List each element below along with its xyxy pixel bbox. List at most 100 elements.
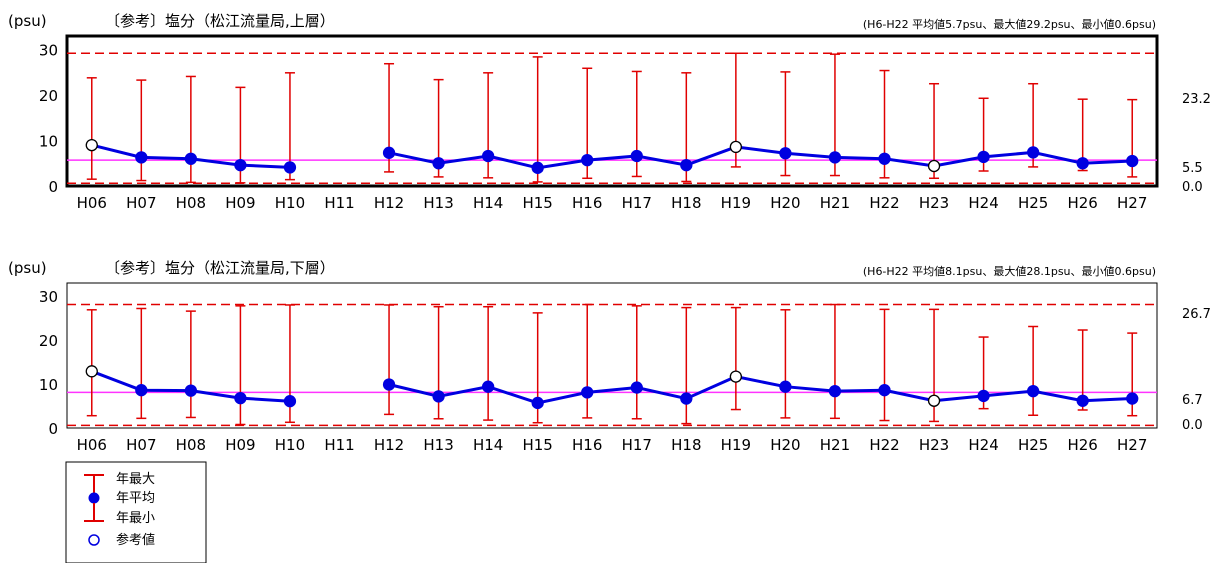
legend-mean-symbol bbox=[88, 492, 100, 504]
plot-frame bbox=[66, 282, 1158, 429]
mean-point bbox=[1126, 154, 1139, 168]
mean-point bbox=[779, 147, 792, 160]
x-tick-label: H23 bbox=[919, 194, 949, 212]
mean-point bbox=[135, 384, 148, 397]
mean-point bbox=[382, 378, 396, 391]
legend-box bbox=[65, 461, 207, 563]
x-tick-label: H19 bbox=[721, 436, 751, 454]
x-tick-label: H06 bbox=[77, 436, 107, 454]
reference-point bbox=[927, 159, 941, 173]
plot-frame bbox=[65, 34, 1159, 188]
x-tick-label: H18 bbox=[671, 436, 701, 454]
mean-point bbox=[977, 150, 990, 164]
reference-point bbox=[85, 365, 98, 378]
side-label-lower: 0.0 bbox=[1182, 418, 1203, 433]
mean-point bbox=[481, 149, 495, 163]
plot-area bbox=[67, 303, 1157, 427]
x-tick-label: H13 bbox=[423, 436, 453, 454]
legend: 年最大 年平均 年最小 参考値 bbox=[65, 461, 207, 563]
chart-panel-lower: (psu) 〔参考〕塩分（松江流量局,下層） (H6-H22 平均値8.1psu… bbox=[8, 259, 1211, 454]
mean-point bbox=[234, 391, 247, 405]
mean-point bbox=[283, 161, 297, 174]
x-tick-label: H21 bbox=[820, 194, 850, 212]
x-tick-label: H08 bbox=[176, 436, 206, 454]
mean-point bbox=[828, 151, 842, 164]
mean-point bbox=[382, 146, 396, 159]
legend-label-max: 年最大 bbox=[116, 472, 155, 487]
mean-point bbox=[581, 386, 594, 399]
x-tick-label: H24 bbox=[968, 194, 998, 212]
plot-area bbox=[67, 52, 1157, 185]
x-tick-label: H09 bbox=[225, 194, 255, 212]
mean-point bbox=[581, 153, 594, 167]
mean-point bbox=[828, 384, 842, 398]
x-tick-label: H19 bbox=[721, 194, 751, 212]
x-tick-label: H14 bbox=[473, 194, 503, 212]
mean-point bbox=[481, 380, 495, 393]
x-tick-label: H15 bbox=[522, 436, 552, 454]
y-tick-label: 10 bbox=[39, 133, 58, 151]
chart-title: 〔参考〕塩分（松江流量局,上層） bbox=[105, 12, 335, 30]
y-unit-label: (psu) bbox=[8, 259, 47, 277]
mean-point bbox=[531, 396, 544, 410]
y-tick-label: 30 bbox=[39, 42, 58, 60]
y-tick-label: 0 bbox=[48, 420, 58, 438]
x-tick-label: H13 bbox=[423, 194, 453, 212]
mean-point bbox=[878, 152, 891, 165]
mean-point bbox=[630, 149, 643, 163]
reference-point bbox=[927, 394, 941, 407]
x-tick-label: H25 bbox=[1018, 194, 1048, 212]
x-tick-label: H10 bbox=[275, 436, 305, 454]
mean-point bbox=[432, 157, 445, 170]
x-tick-label: H23 bbox=[919, 436, 949, 454]
x-tick-label: H27 bbox=[1117, 194, 1147, 212]
reference-point bbox=[85, 138, 98, 152]
y-tick-label: 20 bbox=[39, 87, 58, 105]
chart-panel-upper: (psu) 〔参考〕塩分（松江流量局,上層） (H6-H22 平均値5.7psu… bbox=[8, 12, 1211, 212]
chart-title: 〔参考〕塩分（松江流量局,下層） bbox=[105, 259, 335, 277]
side-label-upper: 26.7 bbox=[1182, 307, 1211, 322]
x-tick-label: H21 bbox=[820, 436, 850, 454]
x-tick-label: H09 bbox=[225, 436, 255, 454]
x-tick-label: H12 bbox=[374, 436, 404, 454]
mean-point bbox=[779, 380, 792, 393]
mean-point bbox=[630, 381, 643, 394]
side-label-mean: 5.5 bbox=[1182, 161, 1203, 176]
mean-point bbox=[1026, 384, 1040, 398]
stats-note: (H6-H22 平均値8.1psu、最大値28.1psu、最小値0.6psu) bbox=[863, 264, 1156, 278]
x-tick-label: H10 bbox=[275, 194, 305, 212]
reference-point bbox=[729, 140, 743, 154]
x-tick-label: H11 bbox=[324, 436, 354, 454]
y-unit-label: (psu) bbox=[8, 12, 47, 30]
mean-point bbox=[432, 390, 445, 403]
legend-max-symbol bbox=[84, 474, 104, 493]
mean-point bbox=[531, 161, 544, 174]
x-tick-label: H17 bbox=[622, 194, 652, 212]
mean-point bbox=[184, 152, 198, 165]
mean-series-line bbox=[388, 145, 1133, 170]
mean-point bbox=[234, 158, 247, 172]
mean-point bbox=[977, 389, 990, 403]
x-tick-label: H12 bbox=[374, 194, 404, 212]
x-tick-label: H06 bbox=[77, 194, 107, 212]
x-tick-label: H07 bbox=[126, 436, 156, 454]
x-tick-label: H11 bbox=[324, 194, 354, 212]
y-tick-label: 20 bbox=[39, 332, 58, 350]
x-tick-label: H08 bbox=[176, 194, 206, 212]
x-tick-label: H24 bbox=[968, 436, 998, 454]
stats-note: (H6-H22 平均値5.7psu、最大値29.2psu、最小値0.6psu) bbox=[863, 17, 1156, 31]
mean-point bbox=[184, 384, 198, 397]
x-tick-label: H16 bbox=[572, 194, 602, 212]
x-tick-label: H17 bbox=[622, 436, 652, 454]
mean-point bbox=[283, 395, 297, 408]
x-tick-label: H14 bbox=[473, 436, 503, 454]
y-tick-label: 0 bbox=[48, 178, 58, 196]
x-tick-label: H25 bbox=[1018, 436, 1048, 454]
mean-point bbox=[1026, 146, 1040, 159]
x-tick-label: H18 bbox=[671, 194, 701, 212]
reference-point bbox=[729, 370, 743, 383]
side-label-lower: 0.0 bbox=[1182, 180, 1203, 195]
mean-series-line bbox=[388, 375, 1133, 405]
legend-label-ref: 参考値 bbox=[116, 532, 155, 548]
